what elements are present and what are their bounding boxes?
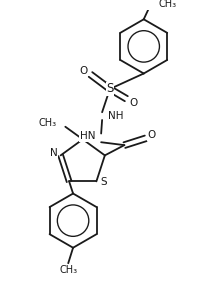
Text: S: S	[101, 177, 107, 187]
Text: N: N	[50, 148, 58, 158]
Text: O: O	[80, 66, 88, 76]
Text: S: S	[106, 82, 114, 95]
Text: O: O	[129, 98, 137, 107]
Text: CH₃: CH₃	[59, 265, 77, 275]
Text: HN: HN	[80, 131, 95, 141]
Text: CH₃: CH₃	[158, 0, 176, 9]
Text: NH: NH	[108, 111, 123, 121]
Text: CH₃: CH₃	[38, 118, 57, 128]
Text: O: O	[147, 130, 156, 140]
